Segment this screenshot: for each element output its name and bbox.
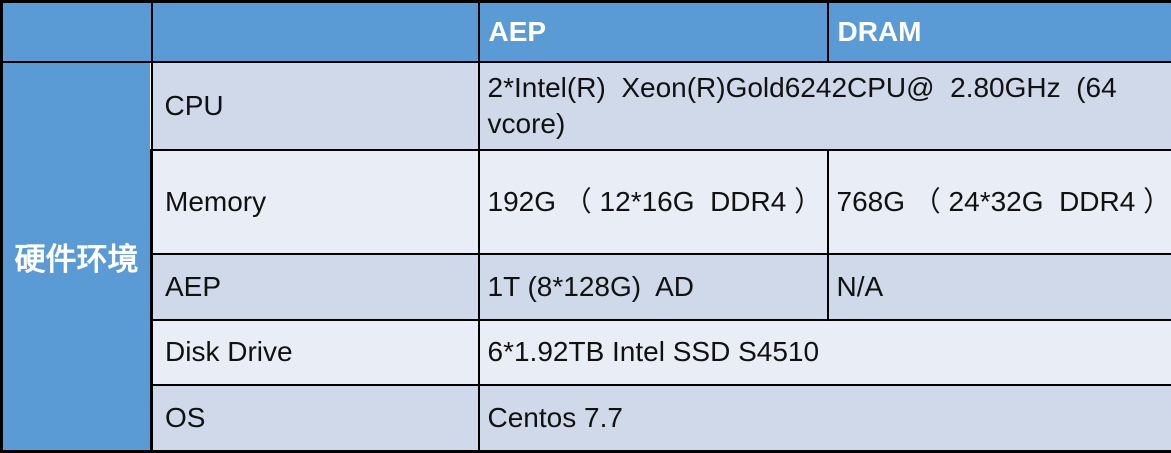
row-label-aep: AEP xyxy=(150,252,480,321)
table-row-disk-drive: Disk Drive 6*1.92TB Intel SSD S4510 xyxy=(2,318,1171,386)
row-label-os: OS xyxy=(150,383,480,453)
memory-dram-value: 768G （ 24*32G DDR4 ） xyxy=(826,148,1171,255)
row-group-label-hardware-environment: 硬件环境 xyxy=(0,60,153,453)
row-label-cpu: CPU xyxy=(150,60,480,151)
os-value: Centos 7.7 xyxy=(477,383,1171,453)
disk-drive-value: 6*1.92TB Intel SSD S4510 xyxy=(477,318,1171,386)
row-label-disk-drive: Disk Drive xyxy=(150,318,480,386)
header-blank-col1 xyxy=(0,0,153,63)
table-row-memory: Memory 192G （ 12*16G DDR4 ） 768G （ 24*32… xyxy=(2,148,1171,255)
table-row-os: OS Centos 7.7 xyxy=(2,383,1171,453)
header-dram: DRAM xyxy=(826,0,1171,63)
row-label-memory: Memory xyxy=(150,148,480,255)
table-row-aep: AEP 1T (8*128G) AD N/A xyxy=(2,252,1171,321)
memory-aep-value: 192G （ 12*16G DDR4 ） xyxy=(477,148,829,255)
header-blank-col2 xyxy=(150,0,480,63)
aep-aep-value: 1T (8*128G) AD xyxy=(477,252,829,321)
aep-dram-value: N/A xyxy=(826,252,1171,321)
header-aep: AEP xyxy=(477,0,829,63)
table-row-cpu: 硬件环境 CPU 2*Intel(R) Xeon(R)Gold6242CPU@ … xyxy=(0,60,1171,453)
cpu-value: 2*Intel(R) Xeon(R)Gold6242CPU@ 2.80GHz (… xyxy=(477,60,1171,151)
header-row: AEP DRAM xyxy=(0,0,1171,63)
